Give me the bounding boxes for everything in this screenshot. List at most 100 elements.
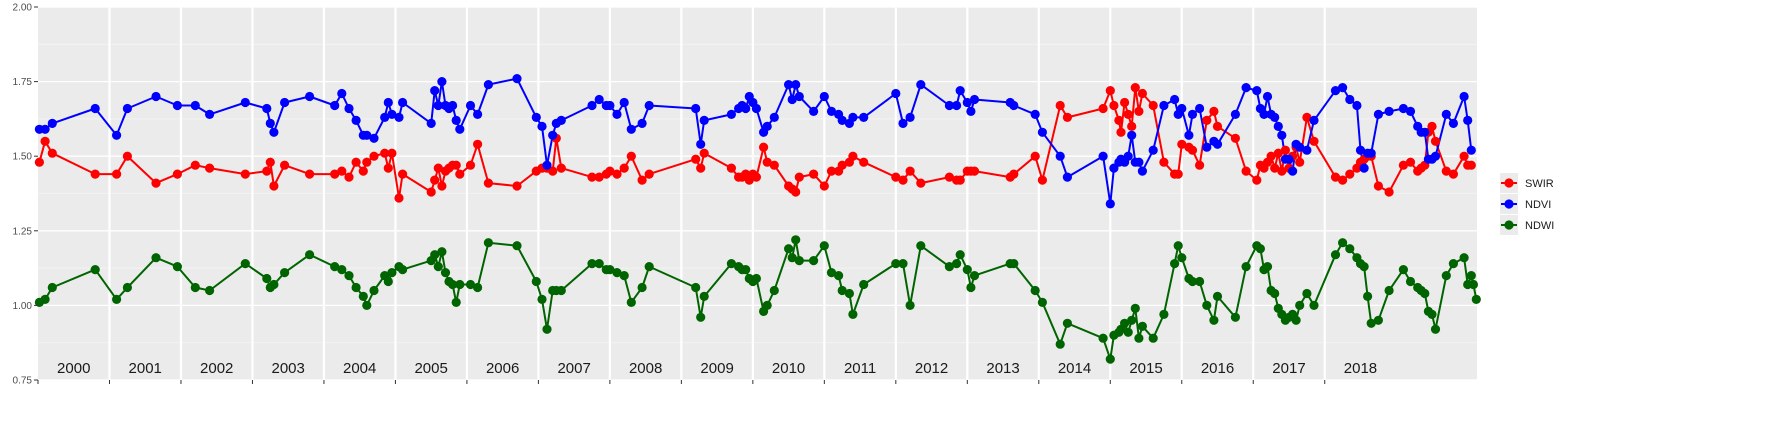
data-point-ndwi (437, 247, 447, 257)
data-point-ndvi (1420, 127, 1430, 137)
data-point-swir (1309, 136, 1319, 146)
data-point-ndvi (240, 97, 250, 108)
data-point-ndvi (426, 118, 436, 128)
data-point-ndwi (1302, 288, 1312, 299)
data-point-ndwi (605, 265, 615, 275)
data-point-ndvi (380, 112, 390, 122)
data-point-swir (451, 160, 461, 170)
data-point-ndvi (1384, 106, 1394, 116)
data-point-swir (1130, 83, 1140, 93)
data-point-swir (1270, 163, 1280, 173)
data-point-swir (626, 151, 636, 161)
data-point-ndvi (112, 130, 122, 140)
data-point-ndwi (344, 271, 354, 281)
data-point-ndwi (1120, 318, 1130, 328)
data-point-ndvi (1295, 142, 1305, 152)
data-point-swir (433, 163, 443, 173)
data-point-ndwi (1202, 300, 1212, 310)
data-point-swir (548, 166, 558, 176)
data-point-swir (769, 160, 779, 170)
data-point-ndwi (205, 285, 215, 296)
data-point-ndvi (262, 103, 272, 114)
data-point-ndwi (537, 294, 547, 304)
data-point-swir (190, 160, 200, 170)
data-point-ndwi (691, 282, 701, 293)
data-point-ndwi (726, 259, 737, 269)
data-point-ndvi (1148, 145, 1158, 155)
data-point-ndwi (1363, 291, 1373, 301)
data-point-ndwi (1230, 312, 1240, 322)
data-point-ndvi (387, 109, 397, 119)
data-point-ndvi (40, 124, 50, 134)
data-point-swir (794, 172, 804, 182)
data-point-ndvi (1352, 100, 1362, 111)
data-point-ndvi (644, 100, 654, 111)
data-point-swir (605, 166, 615, 176)
data-point-ndwi (612, 268, 622, 278)
data-point-swir (1277, 166, 1287, 176)
year-labels: 2000 2001 2002 2003 2004 2005 2006 2007 2008 2009… (57, 360, 1377, 377)
data-point-ndvi (1359, 163, 1369, 173)
data-point-swir (1295, 157, 1305, 167)
data-point-ndvi (556, 115, 566, 125)
data-point-ndvi (305, 91, 315, 102)
data-point-ndvi (787, 94, 797, 105)
data-point-swir (556, 163, 566, 173)
data-point-swir (1209, 106, 1219, 116)
legend-key-point (1504, 199, 1514, 209)
data-point-swir (809, 169, 819, 179)
data-point-ndvi (916, 80, 926, 90)
data-point-ndvi (587, 100, 597, 111)
data-point-ndvi (330, 100, 340, 111)
year-label: 2011 (844, 360, 876, 377)
data-point-ndwi (1134, 333, 1144, 343)
data-point-ndwi (358, 291, 368, 301)
data-point-ndwi (440, 268, 451, 278)
data-point-ndwi (1055, 339, 1065, 349)
data-point-ndvi (531, 112, 541, 122)
data-point-ndvi (437, 77, 447, 87)
data-point-ndvi (1302, 145, 1312, 155)
data-point-swir (1098, 103, 1108, 114)
data-point-swir (262, 166, 272, 176)
data-point-ndwi (769, 285, 779, 296)
data-point-swir (1373, 181, 1383, 191)
data-point-ndwi (483, 238, 493, 248)
data-point-ndwi (1405, 276, 1416, 287)
data-point-ndvi (605, 100, 615, 111)
year-label: 2002 (200, 360, 233, 377)
data-point-swir (759, 142, 769, 152)
data-point-ndvi (762, 121, 772, 131)
data-point-ndvi (1463, 115, 1473, 125)
data-point-ndwi (637, 282, 647, 293)
data-point-swir (205, 163, 215, 173)
data-point-ndwi (784, 244, 794, 254)
data-point-swir (1127, 121, 1137, 131)
data-point-ndvi (1137, 166, 1147, 176)
data-point-swir (751, 172, 762, 182)
data-point-swir (955, 175, 965, 185)
data-point-ndvi (190, 100, 200, 111)
data-point-ndvi (448, 100, 458, 111)
data-point-ndwi (594, 259, 604, 269)
data-point-swir (1459, 151, 1469, 161)
data-point-ndwi (337, 265, 347, 275)
data-point-swir (1405, 157, 1416, 167)
data-point-ndvi (344, 103, 354, 114)
data-point-ndvi (1345, 94, 1355, 105)
data-point-ndwi (969, 271, 980, 281)
data-point-swir (1116, 127, 1126, 137)
data-point-ndvi (1441, 109, 1451, 119)
data-point-swir (969, 166, 980, 176)
data-point-ndwi (696, 312, 706, 322)
data-point-ndwi (791, 235, 801, 245)
data-point-ndvi (699, 115, 709, 125)
data-point-ndwi (1384, 285, 1394, 296)
data-point-swir (1398, 160, 1408, 170)
data-point-ndvi (826, 106, 837, 116)
data-point-swir (394, 193, 404, 203)
data-point-swir (172, 169, 182, 179)
data-point-ndvi (952, 100, 962, 111)
data-point-swir (1230, 133, 1240, 143)
